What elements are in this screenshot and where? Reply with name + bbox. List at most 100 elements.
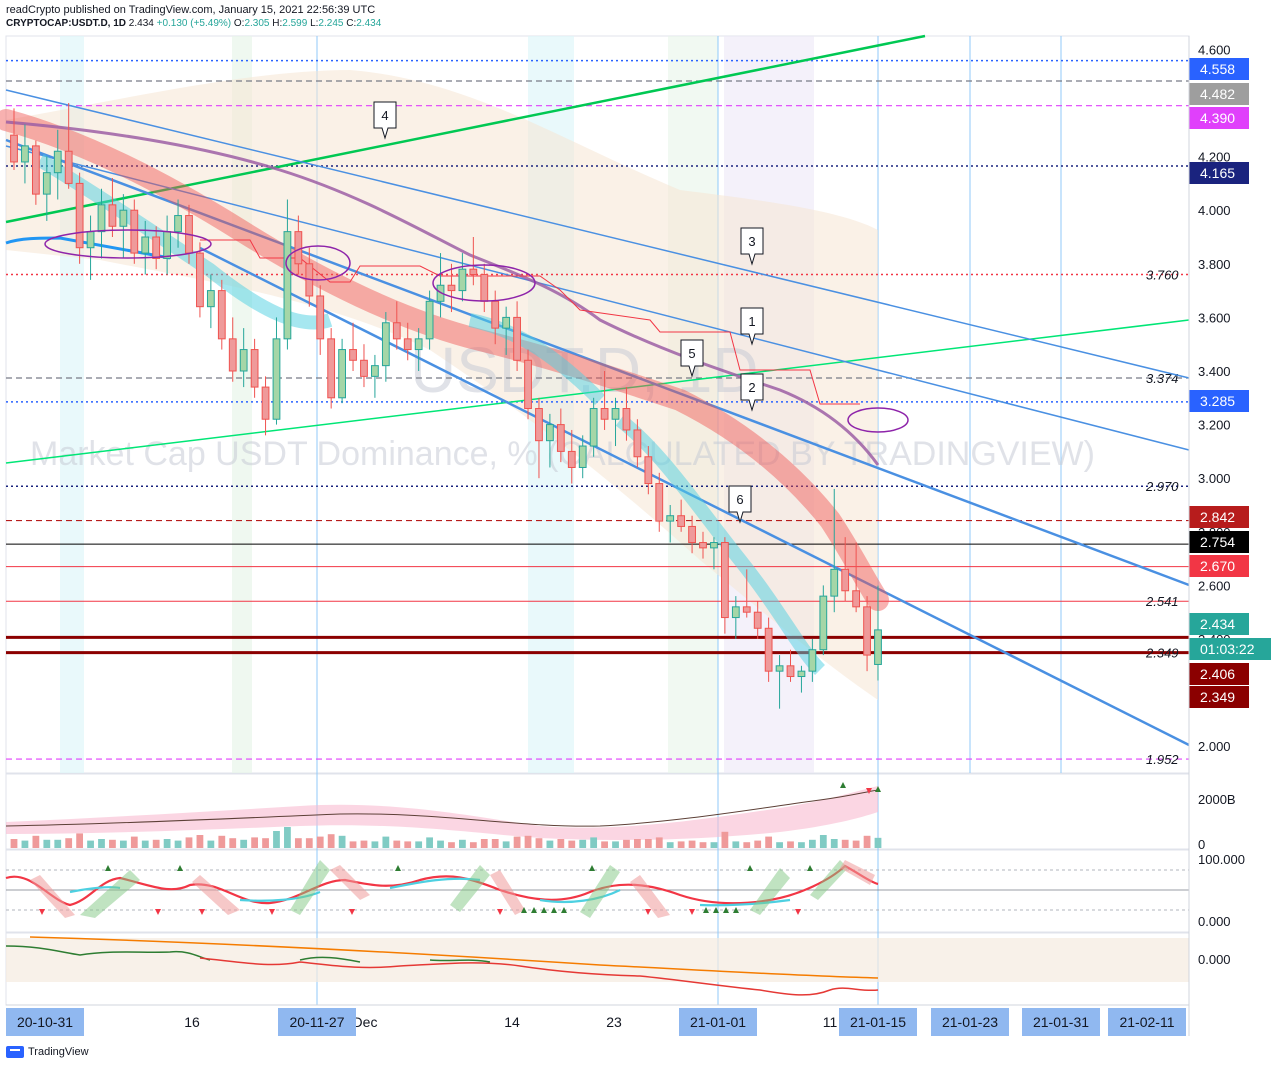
candle-body[interactable] xyxy=(316,295,325,340)
green-trendline[interactable] xyxy=(5,34,926,224)
date-highlight[interactable] xyxy=(1108,1008,1186,1036)
blue-trendline[interactable] xyxy=(5,89,1190,379)
candle-body[interactable] xyxy=(852,590,861,608)
candle-body[interactable] xyxy=(75,182,84,249)
date-highlight[interactable] xyxy=(931,1008,1009,1036)
candle-body[interactable] xyxy=(261,386,270,420)
candle-body[interactable] xyxy=(53,150,62,174)
candle-body[interactable] xyxy=(808,649,817,672)
candle-body[interactable] xyxy=(108,204,117,227)
candle-body[interactable] xyxy=(360,359,368,377)
callout-bubble[interactable] xyxy=(740,227,764,266)
date-highlight[interactable] xyxy=(6,1008,84,1036)
candle-body[interactable] xyxy=(294,231,303,265)
highlight-ellipse[interactable] xyxy=(847,407,909,433)
candle-body[interactable] xyxy=(655,483,664,522)
callouts[interactable]: 4 3 1 5 2 6 xyxy=(373,101,764,524)
candle-body[interactable] xyxy=(42,172,51,195)
candle-body[interactable] xyxy=(677,515,686,527)
candle-body[interactable] xyxy=(239,349,248,372)
candle-body[interactable] xyxy=(217,290,226,340)
candle-body[interactable] xyxy=(31,145,40,195)
candle-body[interactable] xyxy=(338,349,346,399)
candle-body[interactable] xyxy=(830,568,839,597)
candle-body[interactable] xyxy=(480,274,489,302)
candle-body[interactable] xyxy=(119,209,128,227)
candle-body[interactable] xyxy=(272,338,281,420)
candle-body[interactable] xyxy=(710,542,718,549)
date-highlight[interactable] xyxy=(839,1008,917,1036)
candle-body[interactable] xyxy=(819,595,828,651)
candle-body[interactable] xyxy=(64,150,73,184)
callout-bubble[interactable] xyxy=(373,101,397,140)
candle-body[interactable] xyxy=(567,450,576,468)
candle-body[interactable] xyxy=(414,338,423,351)
candles[interactable] xyxy=(10,103,882,709)
callout-bubble[interactable] xyxy=(740,307,764,346)
candle-body[interactable] xyxy=(786,665,795,678)
candle-body[interactable] xyxy=(513,316,521,361)
candle-body[interactable] xyxy=(731,606,740,619)
candle-body[interactable] xyxy=(578,445,587,468)
candle-body[interactable] xyxy=(556,424,565,452)
candle-body[interactable] xyxy=(228,338,237,372)
callout-bubble[interactable] xyxy=(680,339,704,378)
date-highlight[interactable] xyxy=(1022,1008,1100,1036)
candle-body[interactable] xyxy=(775,665,784,672)
date-highlight[interactable] xyxy=(679,1008,757,1036)
candle-body[interactable] xyxy=(425,300,434,340)
highlight-ellipse[interactable] xyxy=(44,229,212,259)
candle-body[interactable] xyxy=(349,349,357,361)
candle-body[interactable] xyxy=(720,542,729,619)
candle-body[interactable] xyxy=(283,231,292,340)
candle-body[interactable] xyxy=(797,670,806,678)
blue-trendline[interactable] xyxy=(5,145,1190,451)
candle-body[interactable] xyxy=(130,209,139,254)
candle-body[interactable] xyxy=(163,231,172,259)
candle-body[interactable] xyxy=(699,542,707,549)
candle-body[interactable] xyxy=(874,629,882,665)
candle-body[interactable] xyxy=(611,408,620,420)
candle-body[interactable] xyxy=(86,231,95,249)
candle-body[interactable] xyxy=(381,322,390,367)
candle-body[interactable] xyxy=(491,300,500,329)
callout-bubble[interactable] xyxy=(728,485,752,524)
candle-body[interactable] xyxy=(589,408,598,447)
candle-body[interactable] xyxy=(458,268,467,292)
candle-body[interactable] xyxy=(546,424,554,442)
candle-body[interactable] xyxy=(469,268,478,276)
candle-body[interactable] xyxy=(21,145,29,163)
candle-body[interactable] xyxy=(392,322,401,340)
candle-body[interactable] xyxy=(327,338,336,399)
candle-body[interactable] xyxy=(535,408,543,442)
highlight-ellipse[interactable] xyxy=(432,264,536,302)
callout-bubble[interactable] xyxy=(740,373,764,412)
candle-body[interactable] xyxy=(524,359,532,410)
candle-body[interactable] xyxy=(622,408,631,431)
candle-body[interactable] xyxy=(633,429,642,458)
candle-body[interactable] xyxy=(97,204,106,233)
candle-body[interactable] xyxy=(403,338,412,351)
candle-body[interactable] xyxy=(502,316,511,329)
candle-body[interactable] xyxy=(250,349,259,388)
blue-trendline[interactable] xyxy=(5,138,1190,587)
candle-body[interactable] xyxy=(196,252,204,308)
candle-body[interactable] xyxy=(863,606,871,656)
candle-body[interactable] xyxy=(666,515,675,522)
candle-body[interactable] xyxy=(841,568,850,592)
candle-body[interactable] xyxy=(764,627,773,672)
candle-body[interactable] xyxy=(600,408,609,420)
candle-body[interactable] xyxy=(152,236,161,259)
candle-body[interactable] xyxy=(206,290,215,308)
candle-body[interactable] xyxy=(447,284,456,292)
candle-body[interactable] xyxy=(742,606,751,613)
candle-body[interactable] xyxy=(644,456,653,485)
candle-body[interactable] xyxy=(10,134,18,163)
candle-body[interactable] xyxy=(688,525,696,544)
candle-body[interactable] xyxy=(371,365,379,377)
candle-body[interactable] xyxy=(174,215,182,233)
date-axis[interactable]: 16 Dec 14 23 11 20-10-31 20-11-27 21-01-01 21-01… xyxy=(6,1008,1186,1036)
candle-body[interactable] xyxy=(753,611,762,629)
date-highlight[interactable] xyxy=(278,1008,356,1036)
